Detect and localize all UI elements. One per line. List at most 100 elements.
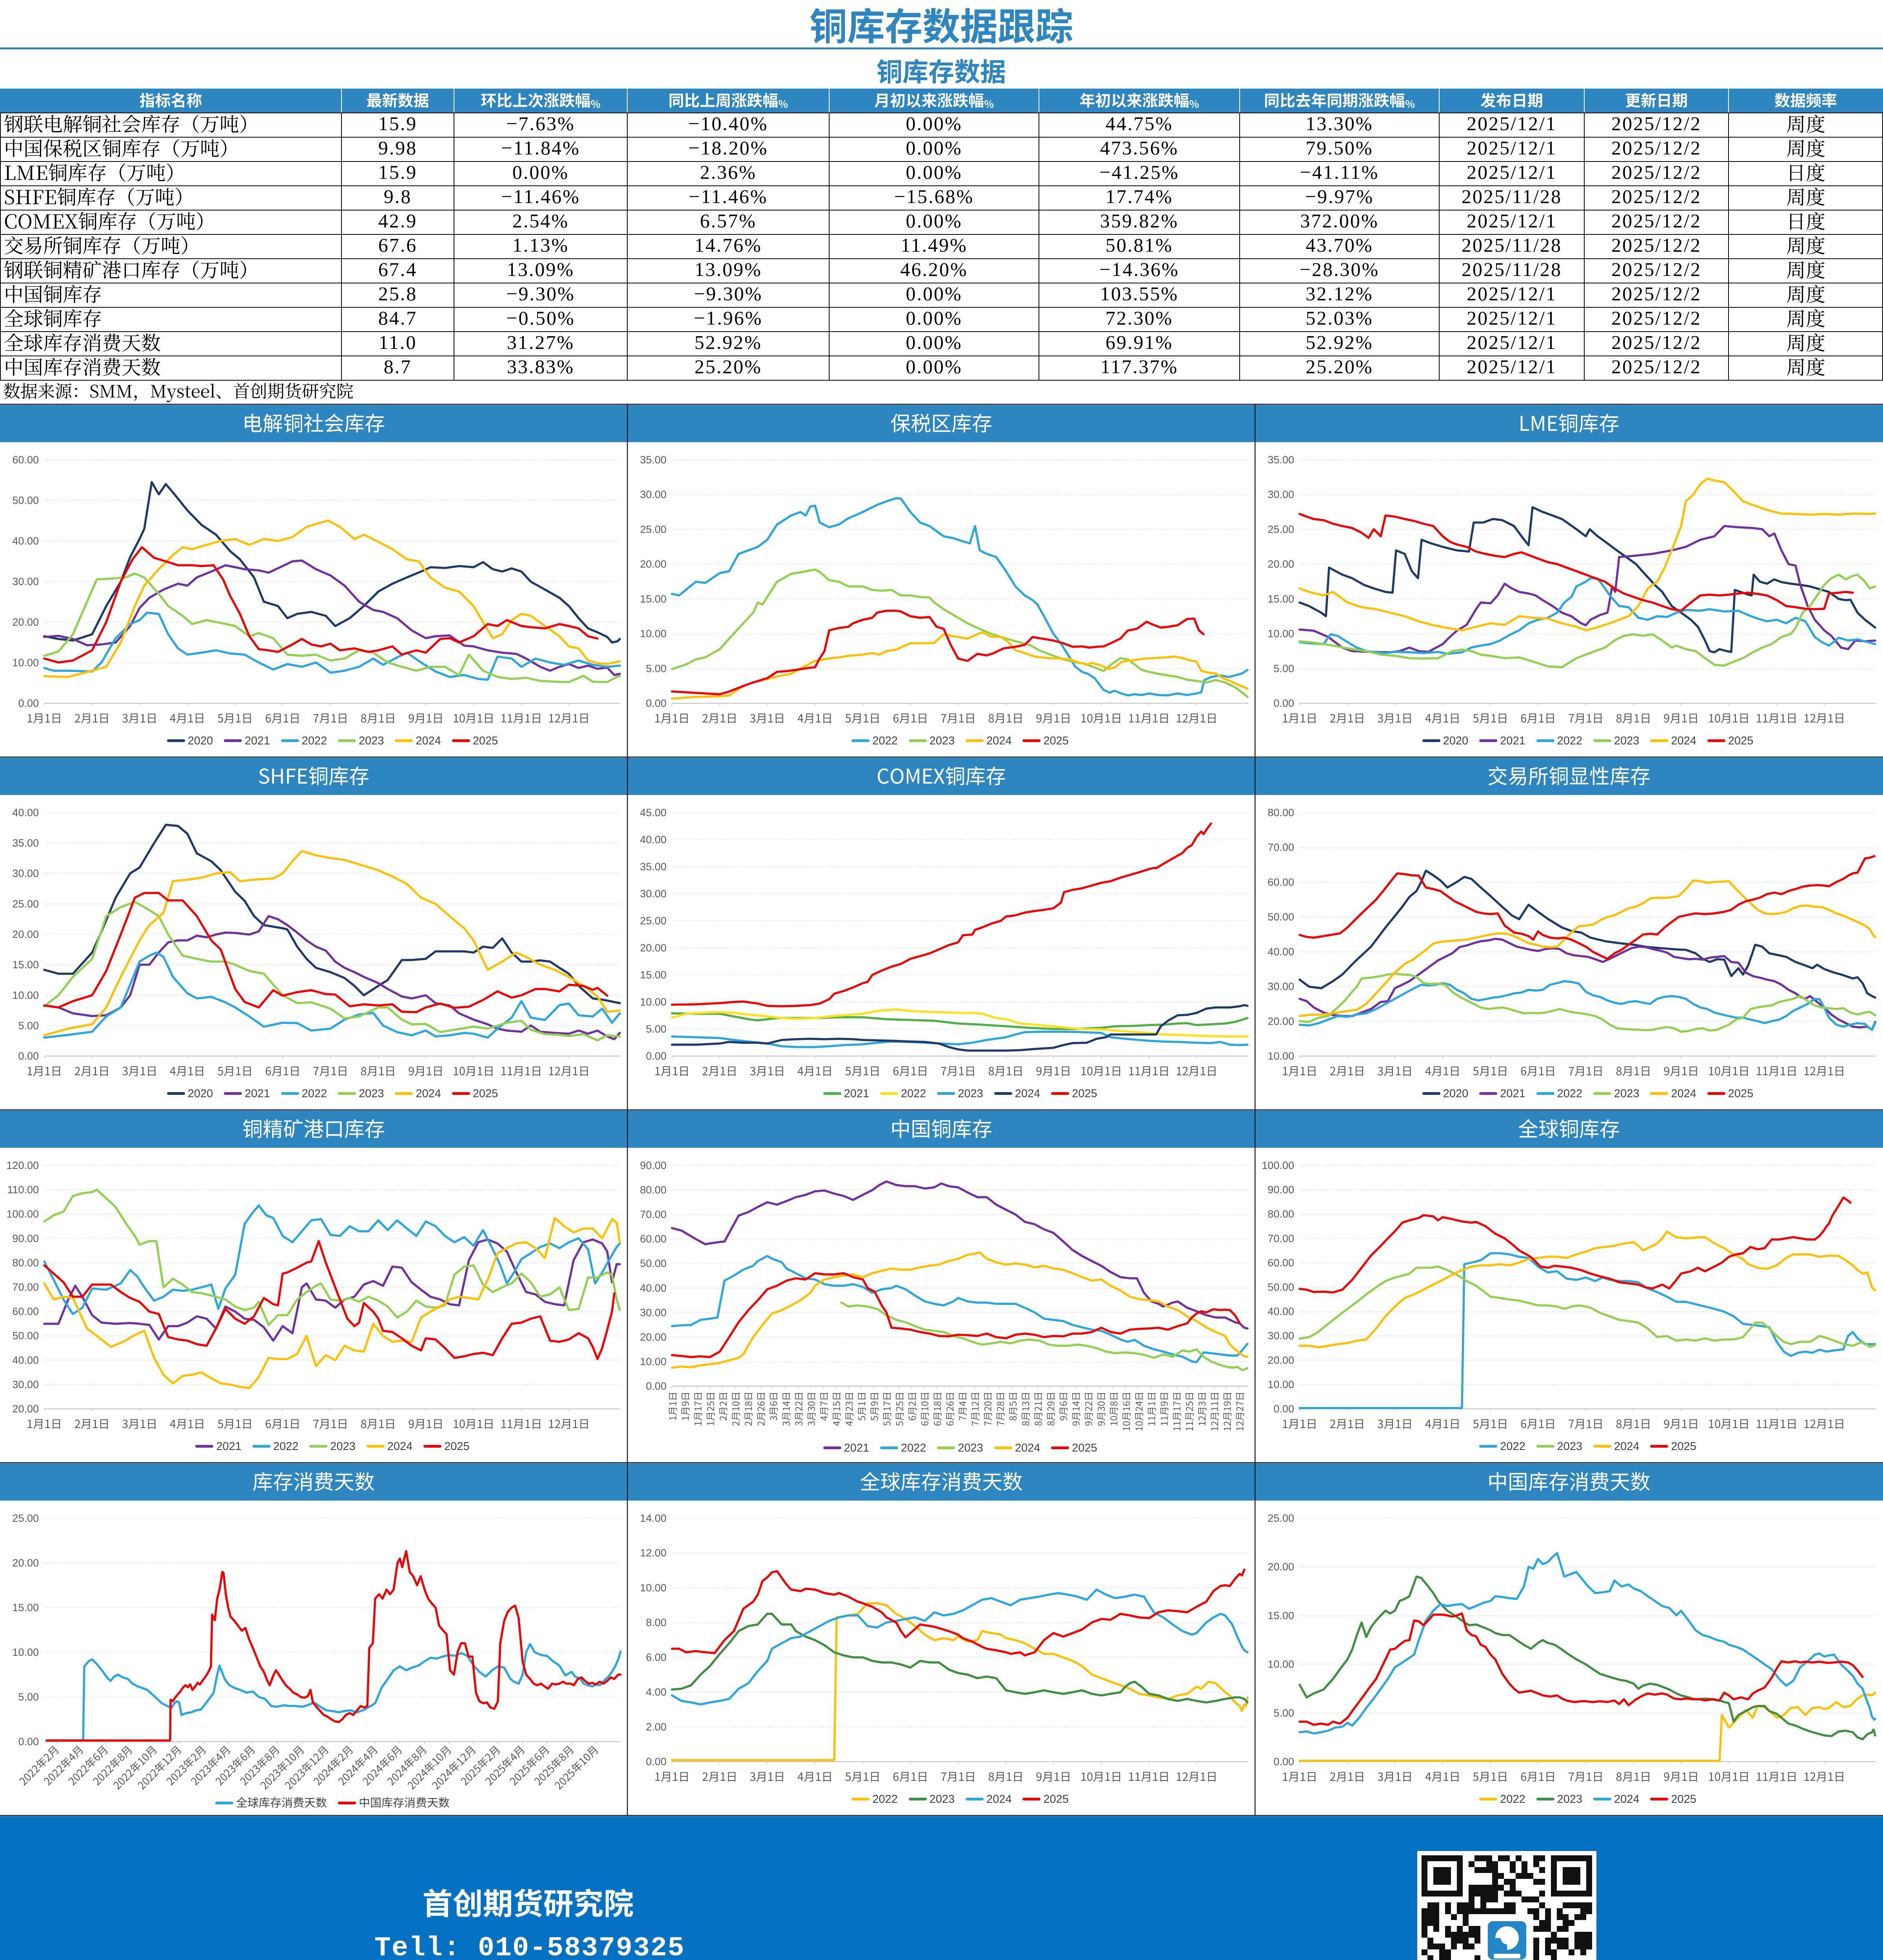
svg-text:52.03%: 52.03% [1306, 307, 1373, 329]
svg-text:40.00: 40.00 [1267, 946, 1294, 958]
svg-text:2025/12/2: 2025/12/2 [1611, 113, 1701, 134]
svg-text:84.7: 84.7 [378, 307, 418, 329]
svg-text:−1.96%: −1.96% [694, 307, 763, 329]
svg-text:10.00: 10.00 [12, 1646, 39, 1658]
svg-text:70.00: 70.00 [640, 1209, 666, 1220]
svg-text:2022: 2022 [901, 1087, 926, 1100]
svg-text:0.00%: 0.00% [906, 307, 962, 329]
svg-text:2021: 2021 [245, 735, 270, 747]
svg-text:2024: 2024 [1614, 1793, 1640, 1806]
svg-text:0.00: 0.00 [18, 1736, 39, 1748]
svg-text:2024: 2024 [986, 1793, 1012, 1806]
svg-text:2022: 2022 [1557, 1087, 1583, 1100]
svg-text:79.50%: 79.50% [1306, 137, 1373, 159]
svg-text:2023: 2023 [1557, 1440, 1583, 1453]
svg-text:0.00: 0.00 [646, 697, 666, 709]
svg-text:2025/12/1: 2025/12/1 [1467, 210, 1557, 232]
svg-text:0.00: 0.00 [646, 1756, 666, 1768]
svg-text:2025/12/2: 2025/12/2 [1611, 161, 1701, 183]
svg-text:−11.46%: −11.46% [501, 185, 580, 207]
svg-text:0.00%: 0.00% [906, 210, 962, 232]
svg-text:30.00: 30.00 [640, 888, 666, 900]
svg-text:45.00: 45.00 [640, 807, 666, 818]
svg-text:2024: 2024 [387, 1440, 413, 1453]
svg-text:10.00: 10.00 [12, 989, 39, 1001]
svg-text:50.00: 50.00 [1267, 1281, 1294, 1293]
svg-text:2025/12/2: 2025/12/2 [1611, 137, 1701, 159]
svg-text:0.00%: 0.00% [906, 283, 962, 305]
svg-text:60.00: 60.00 [1267, 876, 1294, 888]
svg-text:80.00: 80.00 [640, 1184, 666, 1196]
svg-text:90.00: 90.00 [12, 1232, 39, 1244]
svg-text:30.00: 30.00 [12, 576, 39, 588]
svg-text:10.00: 10.00 [640, 1582, 666, 1593]
svg-text:15.00: 15.00 [640, 969, 666, 981]
svg-text:5.00: 5.00 [1273, 662, 1294, 674]
svg-text:2025/12/2: 2025/12/2 [1611, 331, 1701, 353]
svg-text:40.00: 40.00 [12, 1354, 39, 1366]
svg-text:2025/12/1: 2025/12/1 [1467, 113, 1557, 134]
svg-text:2022: 2022 [872, 735, 898, 747]
svg-text:2025/12/1: 2025/12/1 [1467, 137, 1557, 159]
svg-text:67.4: 67.4 [378, 258, 418, 280]
svg-text:10.00: 10.00 [640, 628, 666, 640]
svg-text:50.00: 50.00 [12, 1330, 39, 1342]
svg-text:−9.30%: −9.30% [506, 283, 575, 305]
svg-text:2020: 2020 [188, 1087, 213, 1100]
svg-text:10.00: 10.00 [1267, 628, 1294, 640]
svg-text:−11.84%: −11.84% [501, 137, 580, 159]
svg-text:2022: 2022 [273, 1440, 299, 1453]
svg-text:2023: 2023 [1557, 1793, 1583, 1806]
svg-text:30.00: 30.00 [640, 1307, 666, 1318]
svg-text:2023: 2023 [930, 1793, 955, 1806]
svg-text:0.00: 0.00 [1273, 697, 1294, 709]
svg-text:2021: 2021 [844, 1442, 870, 1454]
svg-text:31.27%: 31.27% [507, 331, 574, 353]
svg-text:2022: 2022 [872, 1793, 898, 1806]
svg-text:2022: 2022 [901, 1442, 926, 1454]
svg-text:2024: 2024 [1614, 1440, 1640, 1453]
svg-text:−14.36%: −14.36% [1099, 258, 1179, 280]
svg-text:2025/12/2: 2025/12/2 [1611, 234, 1701, 256]
svg-text:25.00: 25.00 [12, 1512, 39, 1524]
svg-text:15.00: 15.00 [1267, 1610, 1294, 1621]
svg-text:2025: 2025 [473, 1087, 498, 1100]
svg-text:20.00: 20.00 [640, 942, 666, 954]
svg-text:20.00: 20.00 [12, 1557, 39, 1569]
svg-text:25.00: 25.00 [1267, 523, 1294, 535]
svg-text:2025: 2025 [1671, 1793, 1696, 1806]
svg-text:100.00: 100.00 [1262, 1160, 1294, 1171]
svg-text:30.00: 30.00 [640, 489, 666, 501]
svg-text:14.76%: 14.76% [694, 234, 762, 256]
svg-text:25.8: 25.8 [378, 283, 418, 305]
svg-text:0.00: 0.00 [18, 1050, 39, 1062]
svg-text:2022: 2022 [1500, 1793, 1525, 1806]
svg-text:20.00: 20.00 [12, 616, 39, 628]
svg-text:52.92%: 52.92% [694, 331, 762, 353]
svg-text:110.00: 110.00 [7, 1184, 39, 1196]
svg-text:2025: 2025 [1671, 1440, 1696, 1453]
svg-text:44.75%: 44.75% [1106, 113, 1173, 134]
svg-text:2.36%: 2.36% [700, 161, 756, 183]
svg-text:25.00: 25.00 [1267, 1512, 1294, 1524]
svg-text:35.00: 35.00 [640, 454, 666, 466]
svg-text:20.00: 20.00 [12, 929, 39, 940]
svg-text:117.37%: 117.37% [1100, 356, 1178, 377]
svg-text:40.00: 40.00 [12, 807, 39, 818]
svg-text:2.00: 2.00 [646, 1721, 666, 1733]
svg-text:2025/11/28: 2025/11/28 [1462, 234, 1562, 256]
svg-text:2021: 2021 [216, 1440, 242, 1453]
svg-text:473.56%: 473.56% [1100, 137, 1178, 159]
svg-text:5.00: 5.00 [18, 1691, 39, 1703]
svg-text:30.00: 30.00 [12, 867, 39, 879]
svg-text:2021: 2021 [245, 1087, 270, 1100]
svg-text:72.30%: 72.30% [1106, 307, 1173, 329]
svg-text:0.00: 0.00 [646, 1380, 666, 1392]
svg-text:4.00: 4.00 [646, 1686, 666, 1698]
svg-text:50.00: 50.00 [1267, 911, 1294, 923]
svg-text:15.00: 15.00 [12, 1602, 39, 1613]
svg-text:2025/12/2: 2025/12/2 [1611, 185, 1701, 207]
svg-text:50.00: 50.00 [640, 1258, 666, 1269]
svg-text:0.00%: 0.00% [906, 356, 962, 377]
svg-text:2025/12/1: 2025/12/1 [1467, 283, 1557, 305]
